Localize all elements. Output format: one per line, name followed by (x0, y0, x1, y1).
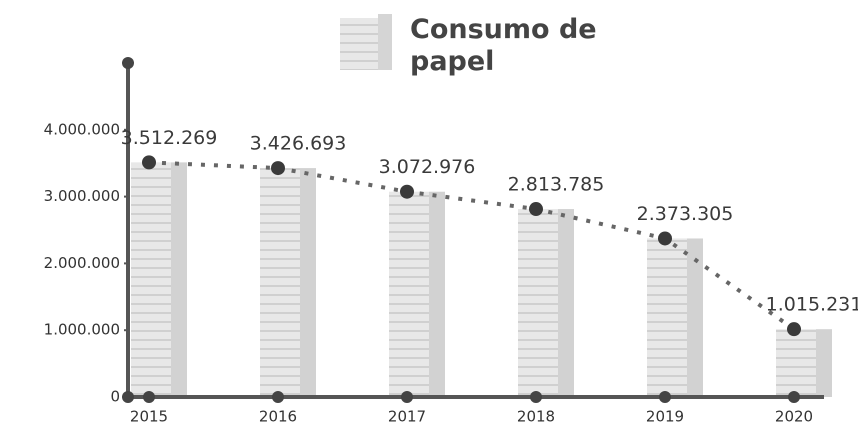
bar (776, 329, 816, 397)
bar-side (171, 162, 187, 397)
y-tick-label: 4.000.000 (44, 120, 120, 138)
bar-side (300, 168, 316, 397)
paper-icon (340, 14, 392, 70)
y-tick-label: 3.000.000 (44, 187, 120, 205)
point (142, 155, 156, 170)
x-tick-label: 2020 (775, 408, 813, 426)
bar (389, 191, 429, 397)
bar-side (687, 238, 703, 397)
x-tick-dot (143, 391, 155, 403)
x-tick-label: 2015 (130, 408, 168, 426)
axis-origin (122, 391, 134, 403)
value-label: 2.373.305 (637, 203, 734, 225)
x-tick-dot (530, 391, 542, 403)
x-tick-label: 2016 (259, 408, 297, 426)
bar (647, 238, 687, 397)
value-label: 3.426.693 (250, 133, 347, 155)
trend-line (148, 160, 796, 331)
bar-side (429, 191, 445, 397)
bar (518, 209, 558, 397)
point (787, 322, 801, 337)
point (271, 161, 285, 176)
value-label: 3.512.269 (121, 127, 218, 149)
y-tick-label: 1.000.000 (44, 321, 120, 339)
x-tick-dot (788, 391, 800, 403)
x-tick-dot (401, 391, 413, 403)
x-tick-label: 2017 (388, 408, 426, 426)
value-label: 3.072.976 (379, 156, 476, 178)
x-tick-label: 2018 (517, 408, 555, 426)
value-label: 1.015.231 (766, 294, 858, 316)
bar-side (816, 329, 832, 397)
bar (260, 168, 300, 397)
bar-side (558, 209, 574, 397)
point (400, 184, 414, 199)
x-tick-dot (659, 391, 671, 403)
point (658, 231, 672, 246)
axis-end (122, 57, 134, 69)
x-tick-dot (272, 391, 284, 403)
bar (131, 162, 171, 397)
y-tick-label: 2.000.000 (44, 254, 120, 272)
y-tick-label: 0 (110, 388, 120, 406)
chart-title: Consumo de papel (410, 14, 597, 77)
value-label: 2.813.785 (508, 174, 605, 196)
point (529, 202, 543, 217)
x-tick-label: 2019 (646, 408, 684, 426)
